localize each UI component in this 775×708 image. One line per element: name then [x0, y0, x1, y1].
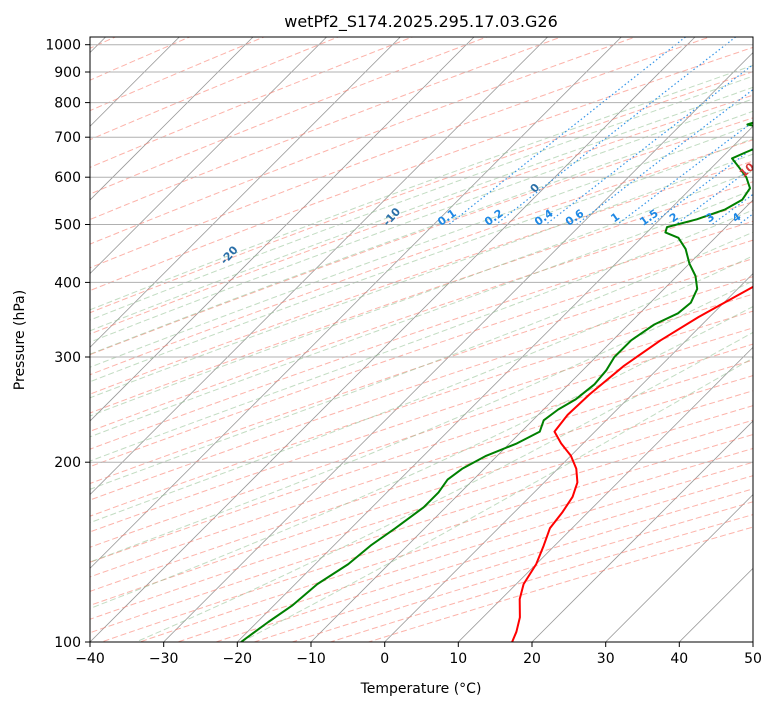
- dry-adiabat-line: [90, 37, 563, 221]
- y-tick-label: 400: [54, 275, 81, 291]
- dry-adiabat-line: [90, 359, 753, 578]
- isotherm-line: [90, 37, 622, 569]
- x-axis-ticks: −40 −30 −20 −10 0 10 20 30 40 50: [75, 642, 762, 667]
- x-tick-label: 50: [744, 651, 762, 667]
- moist-adiabat-line: [90, 170, 753, 417]
- isotherm-line: [90, 37, 475, 422]
- dry-adiabat-line: [90, 239, 753, 468]
- x-tick-label: 0: [380, 651, 389, 667]
- pressure-grid-lines: [90, 44, 753, 642]
- dry-adiabat-line: [90, 293, 753, 517]
- dry-adiabat-line: [90, 310, 753, 533]
- y-tick-label: 200: [54, 455, 81, 471]
- plot-area: 0.10.20.40.611.52346810131620253036-100-…: [90, 37, 753, 642]
- x-tick-label: 40: [670, 651, 688, 667]
- moist-adiabat-line: [90, 153, 753, 399]
- y-tick-label: 800: [54, 96, 81, 112]
- y-tick-label: 300: [54, 350, 81, 366]
- moist-adiabat-lines: [90, 64, 753, 642]
- isotherm-line: [457, 346, 753, 642]
- dry-adiabat-line: [90, 94, 753, 335]
- mixing-ratio-line: [495, 37, 737, 225]
- x-tick-label: 30: [597, 651, 615, 667]
- dry-adiabat-lines: [90, 37, 753, 642]
- dry-adiabat-line: [90, 37, 414, 168]
- temperature-line: [511, 285, 753, 642]
- moist-adiabat-line: [90, 64, 753, 311]
- profile-series: [240, 121, 753, 642]
- mixing-ratio-line: [650, 147, 753, 225]
- dry-adiabat-line: [90, 327, 753, 548]
- y-tick-label: 1000: [45, 38, 81, 54]
- dry-adiabat-line: [90, 258, 753, 485]
- dry-adiabat-line: [90, 201, 753, 432]
- isotherm-line: [90, 37, 328, 275]
- dry-adiabat-line: [90, 181, 753, 414]
- dry-adiabat-line: [90, 37, 489, 195]
- x-axis-title: Temperature (°C): [360, 681, 482, 697]
- isotherm-line: [236, 125, 753, 642]
- moist-adiabat-line: [90, 189, 753, 438]
- isotherm-line: [384, 273, 753, 642]
- isotherm-line: [605, 494, 753, 642]
- x-tick-label: −10: [296, 651, 326, 667]
- y-axis-title: Pressure (hPa): [12, 290, 28, 390]
- y-tick-label: 900: [54, 65, 81, 81]
- chart-title: wetPf2_S174.2025.295.17.03.G26: [284, 12, 558, 32]
- x-tick-label: −20: [223, 651, 253, 667]
- isotherm-lines: [90, 37, 753, 642]
- moist-adiabat-line: [90, 280, 753, 563]
- isotherm-line: [90, 37, 401, 348]
- isotherm-line: [163, 52, 753, 642]
- dewpoint-line: [240, 121, 753, 642]
- isotherm-line: [90, 37, 696, 642]
- dry-adiabat-line: [90, 71, 753, 314]
- x-tick-label: 20: [523, 651, 541, 667]
- moist-adiabat-line: [90, 98, 753, 343]
- y-tick-label: 100: [54, 635, 81, 651]
- dry-adiabat-line: [90, 160, 753, 395]
- dry-adiabat-line: [90, 375, 753, 592]
- x-tick-label: 10: [449, 651, 467, 667]
- y-tick-label: 700: [54, 130, 81, 146]
- dry-adiabat-line: [90, 37, 266, 112]
- isotherm-line: [531, 420, 753, 642]
- x-tick-label: −30: [149, 651, 179, 667]
- moist-adiabat-line: [90, 123, 753, 368]
- y-axis-ticks: 100 200 300 400 500 600 700 800 900 1000: [45, 38, 90, 651]
- mixing-ratio-line: [545, 63, 753, 225]
- y-tick-label: 600: [54, 170, 81, 186]
- x-tick-label: −40: [75, 651, 105, 667]
- plot-frame: [89, 36, 754, 643]
- dry-adiabat-line: [90, 37, 637, 245]
- moist-adiabat-line: [90, 75, 753, 321]
- moist-adiabat-line: [90, 255, 753, 524]
- mixing-ratio-lines: [448, 37, 753, 225]
- isotherm-line: [310, 199, 753, 642]
- dry-adiabat-line: [90, 37, 712, 269]
- isotherm-line: [90, 37, 549, 496]
- isotherm-line: [90, 37, 254, 201]
- y-tick-label: 500: [54, 218, 81, 234]
